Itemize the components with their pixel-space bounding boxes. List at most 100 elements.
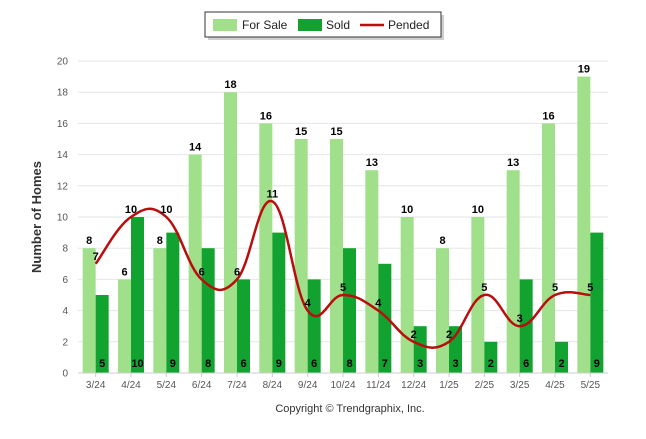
data-label-sold: 10 bbox=[131, 358, 143, 370]
x-tick-label: 5/24 bbox=[157, 380, 177, 391]
data-label-sold: 2 bbox=[488, 358, 494, 370]
bar-for-sale bbox=[82, 248, 96, 373]
data-label-for-sale: 14 bbox=[189, 142, 202, 154]
y-tick-label: 16 bbox=[57, 119, 69, 130]
data-label-for-sale: 13 bbox=[507, 157, 519, 169]
bar-sold bbox=[95, 295, 109, 373]
bar-sold bbox=[131, 217, 144, 373]
bar-sold bbox=[590, 232, 604, 373]
y-tick-label: 6 bbox=[62, 275, 68, 286]
data-label-pended: 6 bbox=[234, 266, 240, 278]
bar-sold bbox=[166, 232, 180, 373]
data-label-sold: 9 bbox=[276, 358, 282, 370]
legend-label-pended[interactable]: Pended bbox=[388, 18, 429, 32]
data-label-sold: 3 bbox=[417, 358, 423, 370]
y-tick-label: 12 bbox=[57, 181, 69, 192]
bar-sold bbox=[272, 232, 286, 373]
data-label-for-sale: 16 bbox=[260, 110, 272, 122]
x-tick-label: 11/24 bbox=[366, 380, 391, 391]
data-label-pended: 5 bbox=[552, 282, 558, 294]
data-label-pended: 10 bbox=[125, 204, 137, 216]
y-tick-label: 0 bbox=[62, 369, 68, 380]
bar-for-sale bbox=[188, 154, 202, 373]
data-label-sold: 8 bbox=[346, 358, 352, 370]
data-label-sold: 6 bbox=[523, 358, 529, 370]
data-label-sold: 5 bbox=[99, 358, 105, 370]
data-label-sold: 7 bbox=[382, 358, 388, 370]
data-label-for-sale: 8 bbox=[439, 235, 445, 247]
data-label-for-sale: 8 bbox=[157, 235, 163, 247]
bar-for-sale bbox=[118, 279, 131, 373]
x-tick-label: 4/24 bbox=[121, 380, 141, 391]
data-label-for-sale: 8 bbox=[86, 235, 92, 247]
bar-for-sale bbox=[436, 248, 449, 373]
data-labels: 8 5 6 10 8 9 14 8 18 6 16 9 15 6 15 8 13 7 10 3 8 3 10 2 13 6 16 2 1… bbox=[86, 64, 600, 370]
y-tick-label: 2 bbox=[62, 337, 68, 348]
data-label-pended: 2 bbox=[411, 329, 417, 341]
legend-swatch-for-sale[interactable] bbox=[213, 19, 237, 31]
bars bbox=[82, 76, 604, 374]
bar-for-sale bbox=[542, 123, 555, 374]
data-label-for-sale: 15 bbox=[330, 126, 342, 138]
bar-for-sale bbox=[224, 92, 237, 373]
y-tick-label: 4 bbox=[62, 306, 68, 317]
data-label-pended: 4 bbox=[375, 298, 382, 310]
legend-label-for-sale[interactable]: For Sale bbox=[242, 18, 288, 32]
legend-swatch-sold[interactable] bbox=[298, 19, 322, 31]
x-tick-label: 8/24 bbox=[263, 380, 283, 391]
data-label-for-sale: 15 bbox=[295, 126, 307, 138]
x-tick-label: 2/25 bbox=[475, 380, 495, 391]
data-label-pended: 5 bbox=[340, 282, 346, 294]
data-label-sold: 6 bbox=[311, 358, 317, 370]
data-label-pended: 3 bbox=[517, 313, 523, 325]
y-axis-ticks: 0 2 4 6 8 10 12 14 16 18 20 bbox=[57, 57, 69, 380]
bar-sold bbox=[307, 279, 321, 373]
legend: For Sale Sold Pended bbox=[204, 11, 444, 40]
bar-sold bbox=[484, 341, 498, 373]
bar-for-sale bbox=[506, 170, 520, 373]
bar-for-sale bbox=[330, 139, 343, 373]
x-tick-label: 12/24 bbox=[401, 380, 426, 391]
bar-for-sale bbox=[294, 139, 308, 373]
y-tick-label: 20 bbox=[57, 57, 69, 68]
y-tick-label: 14 bbox=[57, 150, 69, 161]
data-label-pended: 4 bbox=[305, 298, 312, 310]
bar-sold bbox=[519, 279, 533, 373]
data-label-sold: 6 bbox=[240, 358, 246, 370]
x-tick-label: 4/25 bbox=[545, 380, 565, 391]
pended-line bbox=[94, 200, 591, 349]
data-label-sold: 3 bbox=[452, 358, 458, 370]
legend-label-sold[interactable]: Sold bbox=[326, 18, 350, 32]
data-label-for-sale: 19 bbox=[578, 64, 590, 76]
x-tick-label: 9/24 bbox=[298, 380, 318, 391]
bar-sold bbox=[343, 248, 356, 373]
data-label-pended: 6 bbox=[199, 266, 205, 278]
data-label-pended: 7 bbox=[93, 251, 99, 263]
data-label-for-sale: 10 bbox=[401, 204, 413, 216]
data-label-for-sale: 18 bbox=[224, 79, 236, 91]
data-label-sold: 8 bbox=[205, 358, 211, 370]
data-label-sold: 2 bbox=[558, 358, 564, 370]
legend-box bbox=[204, 11, 442, 38]
y-tick-label: 8 bbox=[62, 244, 68, 255]
y-axis-label: Number of Homes bbox=[29, 161, 44, 273]
data-label-sold: 9 bbox=[594, 358, 600, 370]
bar-for-sale bbox=[400, 217, 414, 373]
bar-for-sale bbox=[365, 170, 379, 373]
data-label-sold: 9 bbox=[170, 358, 176, 370]
x-tick-label: 5/25 bbox=[581, 380, 601, 391]
x-tick-label: 7/24 bbox=[227, 380, 247, 391]
y-tick-label: 10 bbox=[57, 213, 69, 224]
data-label-pended: 5 bbox=[481, 282, 487, 294]
bar-sold bbox=[378, 263, 392, 373]
pended-series-line bbox=[94, 200, 591, 349]
data-label-for-sale: 6 bbox=[121, 266, 127, 278]
data-label-pended: 2 bbox=[446, 329, 452, 341]
bar-for-sale bbox=[471, 217, 485, 373]
data-label-for-sale: 10 bbox=[472, 204, 484, 216]
bar-sold bbox=[555, 341, 568, 373]
x-tick-label: 1/25 bbox=[439, 380, 459, 391]
data-label-for-sale: 16 bbox=[542, 110, 554, 122]
